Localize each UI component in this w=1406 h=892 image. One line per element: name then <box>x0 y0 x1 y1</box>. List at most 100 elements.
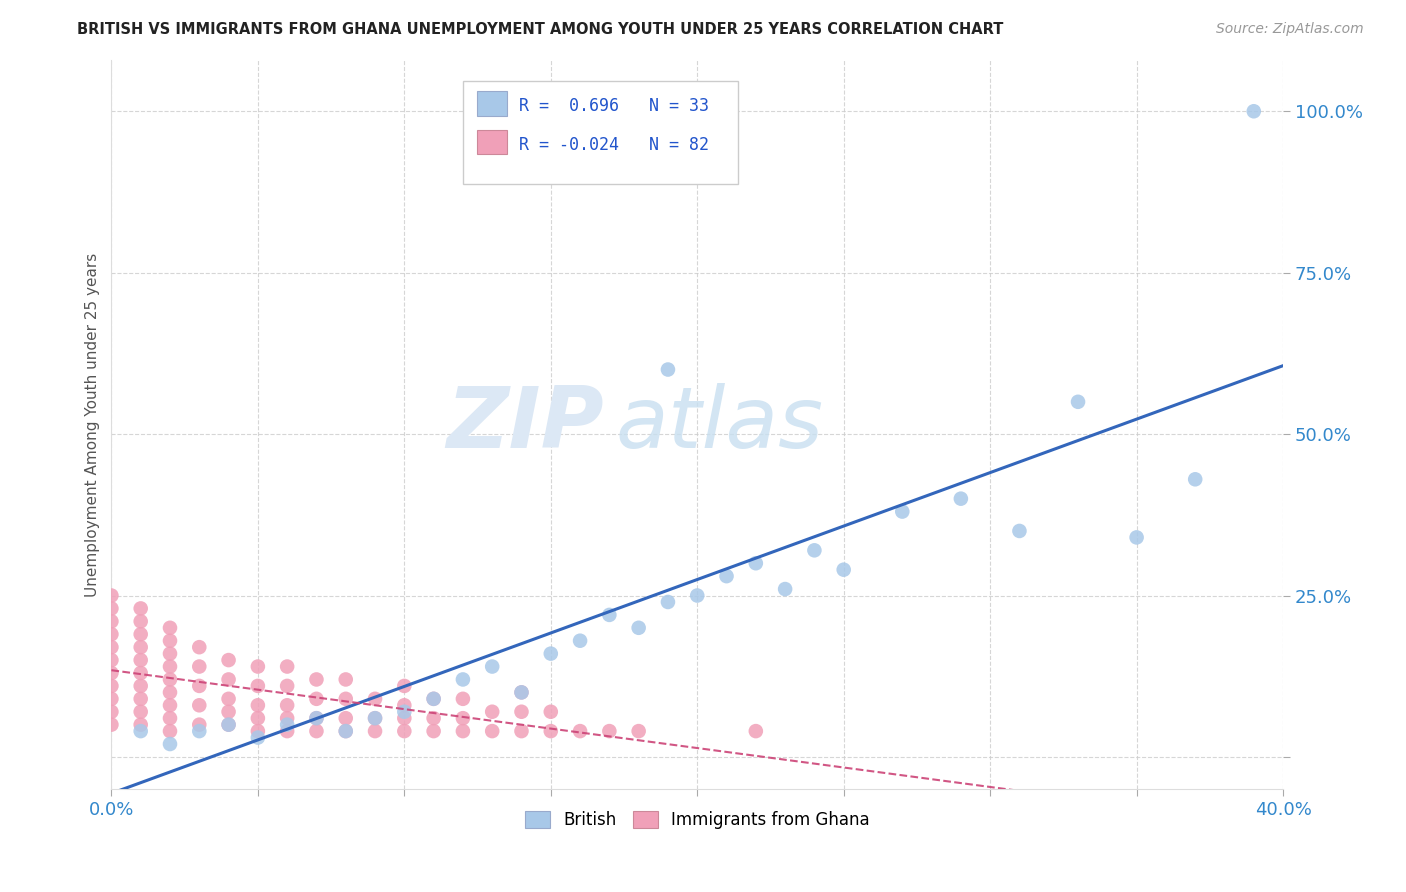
Y-axis label: Unemployment Among Youth under 25 years: Unemployment Among Youth under 25 years <box>86 252 100 597</box>
Point <box>481 659 503 673</box>
Point <box>394 698 416 713</box>
Point <box>540 724 562 739</box>
Point <box>394 679 416 693</box>
Point <box>481 724 503 739</box>
Point <box>100 615 122 629</box>
Point <box>276 679 298 693</box>
Point <box>451 673 474 687</box>
Point <box>246 711 269 725</box>
Point <box>129 615 152 629</box>
Point <box>657 595 679 609</box>
Point <box>218 673 240 687</box>
Point <box>394 724 416 739</box>
Point <box>246 698 269 713</box>
Point <box>276 698 298 713</box>
Point <box>159 737 181 751</box>
Point <box>1008 524 1031 538</box>
Point <box>364 724 387 739</box>
Point <box>305 673 328 687</box>
Point <box>335 724 357 739</box>
Point <box>394 711 416 725</box>
Point <box>745 556 768 570</box>
Point <box>364 691 387 706</box>
Point <box>745 724 768 739</box>
Point <box>246 679 269 693</box>
Point <box>159 711 181 725</box>
Point <box>364 711 387 725</box>
Point <box>129 705 152 719</box>
Point <box>627 724 650 739</box>
Point <box>598 724 620 739</box>
Point <box>657 362 679 376</box>
Point <box>129 679 152 693</box>
Point <box>100 627 122 641</box>
Point <box>276 711 298 725</box>
Point <box>100 665 122 680</box>
Point <box>188 659 211 673</box>
Point <box>1125 530 1147 544</box>
Point <box>510 724 533 739</box>
Point <box>246 659 269 673</box>
Point <box>188 679 211 693</box>
Text: atlas: atlas <box>616 383 824 466</box>
Point <box>1184 472 1206 486</box>
Point <box>1243 104 1265 119</box>
Point <box>364 711 387 725</box>
Point <box>188 640 211 655</box>
Point <box>159 698 181 713</box>
Point <box>598 607 620 622</box>
Point <box>218 705 240 719</box>
Point <box>686 589 709 603</box>
Point <box>305 711 328 725</box>
Point <box>129 627 152 641</box>
Point <box>100 691 122 706</box>
Point <box>246 731 269 745</box>
Point <box>891 505 914 519</box>
Legend: British, Immigrants from Ghana: British, Immigrants from Ghana <box>517 804 876 836</box>
Point <box>159 724 181 739</box>
Point <box>627 621 650 635</box>
Point <box>422 724 444 739</box>
Point <box>394 705 416 719</box>
Point <box>246 724 269 739</box>
Point <box>159 659 181 673</box>
Point <box>188 724 211 739</box>
Point <box>510 685 533 699</box>
Point <box>276 659 298 673</box>
Point <box>218 653 240 667</box>
Point <box>129 640 152 655</box>
Point <box>569 724 592 739</box>
Point <box>218 691 240 706</box>
Point <box>218 717 240 731</box>
Text: R = -0.024   N = 82: R = -0.024 N = 82 <box>519 136 709 154</box>
Point <box>540 705 562 719</box>
Bar <box>477 130 508 154</box>
Text: R =  0.696   N = 33: R = 0.696 N = 33 <box>519 97 709 115</box>
Point <box>100 589 122 603</box>
Point <box>481 705 503 719</box>
Point <box>100 653 122 667</box>
Point <box>305 711 328 725</box>
Point <box>305 724 328 739</box>
Point <box>335 711 357 725</box>
Point <box>188 698 211 713</box>
Text: BRITISH VS IMMIGRANTS FROM GHANA UNEMPLOYMENT AMONG YOUTH UNDER 25 YEARS CORRELA: BRITISH VS IMMIGRANTS FROM GHANA UNEMPLO… <box>77 22 1004 37</box>
Point <box>100 705 122 719</box>
Point <box>773 582 796 596</box>
Point <box>159 647 181 661</box>
Point <box>716 569 738 583</box>
Point <box>129 653 152 667</box>
Point <box>422 711 444 725</box>
Point <box>129 724 152 739</box>
Point <box>451 724 474 739</box>
Point <box>100 640 122 655</box>
Point <box>803 543 825 558</box>
Point <box>188 717 211 731</box>
Text: Source: ZipAtlas.com: Source: ZipAtlas.com <box>1216 22 1364 37</box>
Bar <box>477 91 508 116</box>
Point <box>100 601 122 615</box>
Point <box>129 717 152 731</box>
Point <box>569 633 592 648</box>
Point <box>159 633 181 648</box>
Point <box>949 491 972 506</box>
